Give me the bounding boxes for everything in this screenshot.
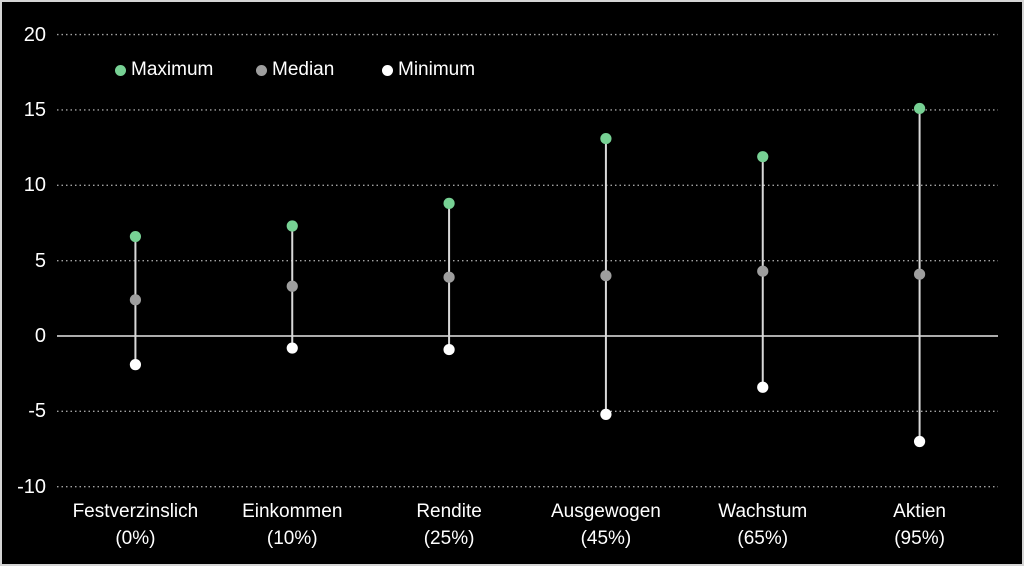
marker-minimum	[757, 381, 769, 393]
category-allocation: (0%)	[115, 528, 156, 549]
x-axis-category-label: Festverzinslich (0%)	[50, 498, 220, 552]
marker-minimum	[443, 343, 455, 356]
marker-maximum	[757, 151, 769, 163]
category-allocation: (65%)	[737, 528, 789, 549]
x-axis-category-label: Einkommen (10%)	[207, 498, 377, 552]
y-axis-tick-label: 10	[23, 174, 46, 197]
legend-item-maximum: Maximum	[115, 59, 213, 81]
marker-minimum	[286, 342, 298, 354]
y-axis-tick-label: 20	[23, 23, 46, 46]
category-allocation: (95%)	[894, 528, 945, 549]
category-allocation: (10%)	[266, 528, 318, 549]
legend-marker-minimum-icon	[382, 64, 393, 76]
legend-marker-maximum-icon	[115, 64, 126, 76]
marker-minimum	[600, 408, 612, 420]
marker-median	[600, 270, 612, 282]
category-allocation: (25%)	[423, 528, 475, 549]
category-allocation: (45%)	[580, 528, 632, 549]
x-axis-category-label: Ausgewogen (45%)	[521, 498, 691, 552]
marker-median	[443, 271, 455, 283]
y-axis-tick-label: 0	[34, 325, 46, 347]
marker-minimum	[129, 359, 142, 371]
marker-median	[286, 280, 298, 292]
legend-item-median: Median	[256, 59, 334, 81]
marker-maximum	[286, 220, 298, 232]
y-axis-tick-label: -5	[28, 400, 46, 423]
x-axis-category-label: Aktien (95%)	[835, 498, 1005, 552]
marker-maximum	[443, 197, 455, 209]
legend-label-maximum: Maximum	[131, 59, 214, 80]
legend-marker-median-icon	[256, 64, 267, 76]
y-axis-tick-label: -10	[17, 475, 46, 498]
y-axis-tick-label: 15	[23, 98, 46, 121]
category-name: Ausgewogen	[550, 501, 661, 522]
category-name: Rendite	[416, 501, 482, 522]
marker-maximum	[600, 132, 612, 145]
legend-label-minimum: Minimum	[398, 59, 476, 80]
legend-item-minimum: Minimum	[382, 59, 475, 81]
category-name: Festverzinslich	[72, 501, 199, 522]
category-name: Aktien	[893, 501, 946, 522]
y-axis-tick-label: 5	[34, 249, 46, 272]
marker-minimum	[913, 435, 926, 448]
marker-median	[913, 268, 926, 280]
marker-maximum	[913, 102, 926, 115]
category-name: Wachstum	[718, 501, 808, 522]
marker-median	[757, 265, 769, 277]
legend-label-median: Median	[272, 59, 335, 80]
marker-median	[129, 294, 142, 306]
marker-maximum	[129, 230, 142, 243]
x-axis-category-label: Rendite (25%)	[364, 498, 534, 552]
x-axis-category-label: Wachstum (65%)	[678, 498, 848, 552]
category-name: Einkommen	[242, 501, 343, 522]
